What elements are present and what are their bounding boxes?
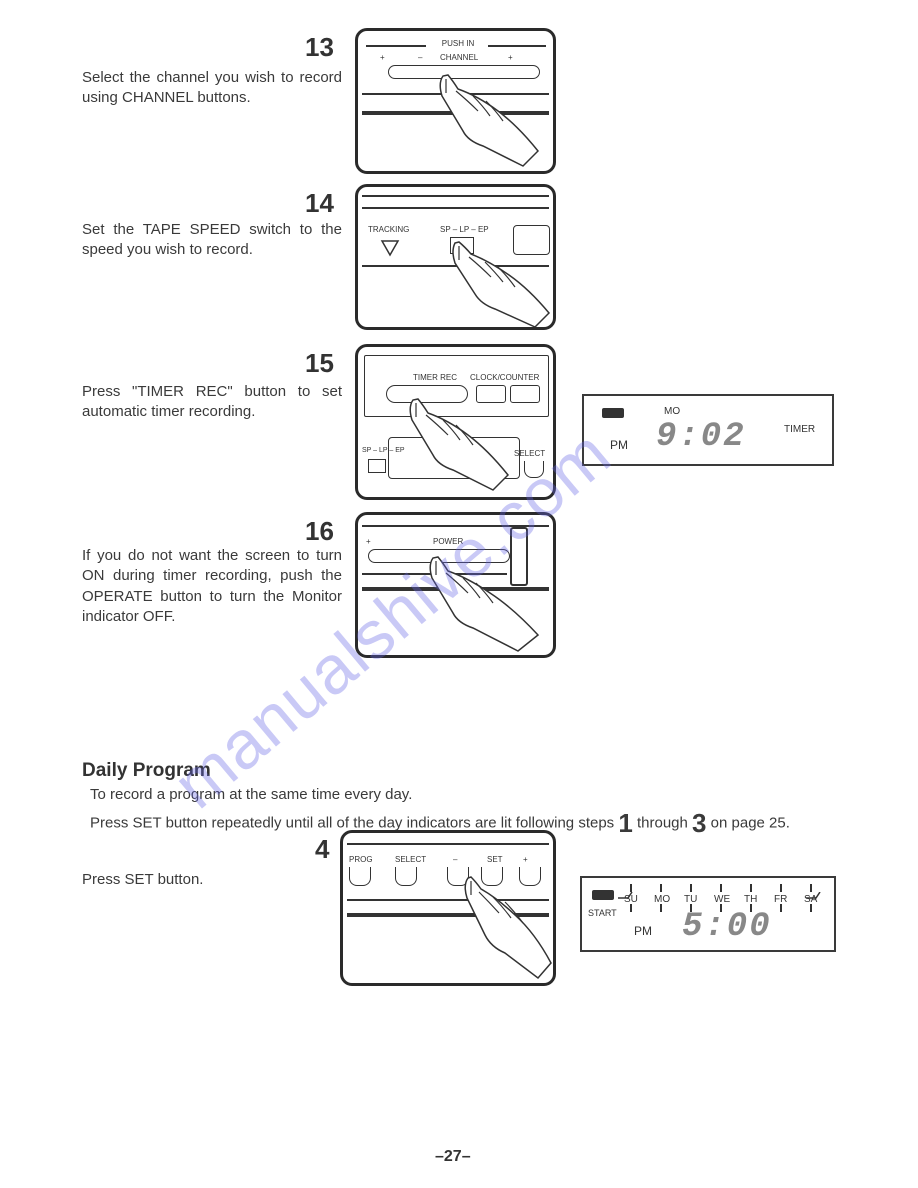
channel-label: CHANNEL: [440, 53, 478, 62]
time-display-2: 5:00: [682, 908, 772, 946]
power-label: POWER: [433, 537, 463, 546]
step-text-4: Press SET button.: [82, 870, 282, 890]
plus-label-2: +: [523, 855, 528, 864]
daily-line2b: on page 25.: [707, 814, 790, 831]
illustration-16: + POWER: [355, 512, 556, 658]
select-label: SELECT: [514, 449, 545, 458]
step-text-14: Set the TAPE SPEED switch to the speed y…: [82, 220, 342, 261]
triangle-down-icon: [380, 239, 400, 257]
daily-mid: through: [633, 814, 692, 831]
lcd-display-4: START SU MO TU WE TH FR SA PM 5:00: [580, 876, 836, 952]
start-label: START: [588, 908, 617, 918]
timer-rec-label: TIMER REC: [413, 373, 457, 382]
step-text-13: Select the channel you wish to record us…: [82, 68, 342, 109]
plus2-label: +: [508, 53, 513, 62]
plus-label: +: [380, 53, 385, 62]
illustration-13: PUSH IN + – CHANNEL +: [355, 28, 556, 174]
step-number-16: 16: [305, 516, 334, 547]
step-number-13: 13: [305, 32, 334, 63]
daily-line2a: Press SET button repeatedly until all of…: [90, 814, 618, 831]
step-text-15: Press "TIMER REC" button to set automati…: [82, 382, 342, 423]
hand-icon: [428, 71, 548, 169]
day-mo: MO: [654, 894, 670, 905]
inline-num-3: 3: [692, 808, 706, 838]
illustration-14: TRACKING SP – LP – EP: [355, 184, 556, 330]
step-number-15: 15: [305, 348, 334, 379]
plus-label: +: [366, 537, 371, 546]
ampm-label: PM: [610, 438, 628, 452]
minus-label-2: –: [453, 855, 457, 864]
step-text-16: If you do not want the screen to turn ON…: [82, 546, 342, 627]
inline-num-1: 1: [618, 808, 632, 838]
lcd-display-15: MO PM 9:02 TIMER: [582, 394, 834, 466]
daily-line1: To record a program at the same time eve…: [90, 786, 412, 803]
illustration-4: PROG SELECT – SET +: [340, 830, 556, 986]
set-label: SET: [487, 855, 503, 864]
page-number: –27–: [435, 1148, 471, 1166]
prog-label: PROG: [349, 855, 373, 864]
daily-program-title: Daily Program: [82, 760, 211, 782]
day-label: MO: [664, 406, 680, 417]
hand-icon: [453, 873, 553, 981]
step-number-4: 4: [315, 834, 329, 865]
hand-icon: [418, 553, 548, 653]
manual-page: 13 Select the channel you wish to record…: [0, 0, 918, 1188]
minus-label: –: [418, 53, 422, 62]
select-label-2: SELECT: [395, 855, 426, 864]
tape-speed-label: SP – LP – EP: [440, 225, 489, 234]
clock-counter-label: CLOCK/COUNTER: [470, 373, 539, 382]
hand-icon: [398, 395, 518, 493]
pushin-label: PUSH IN: [438, 39, 478, 48]
timer-mode-label: TIMER: [784, 424, 815, 435]
hand-icon: [443, 239, 553, 327]
step-number-14: 14: [305, 188, 334, 219]
time-display: 9:02: [656, 418, 746, 456]
illustration-15: TIMER REC CLOCK/COUNTER SELECT SP – LP –…: [355, 344, 556, 500]
day-we: WE: [714, 894, 730, 905]
tracking-label: TRACKING: [368, 225, 409, 234]
ampm-label-2: PM: [634, 924, 652, 938]
